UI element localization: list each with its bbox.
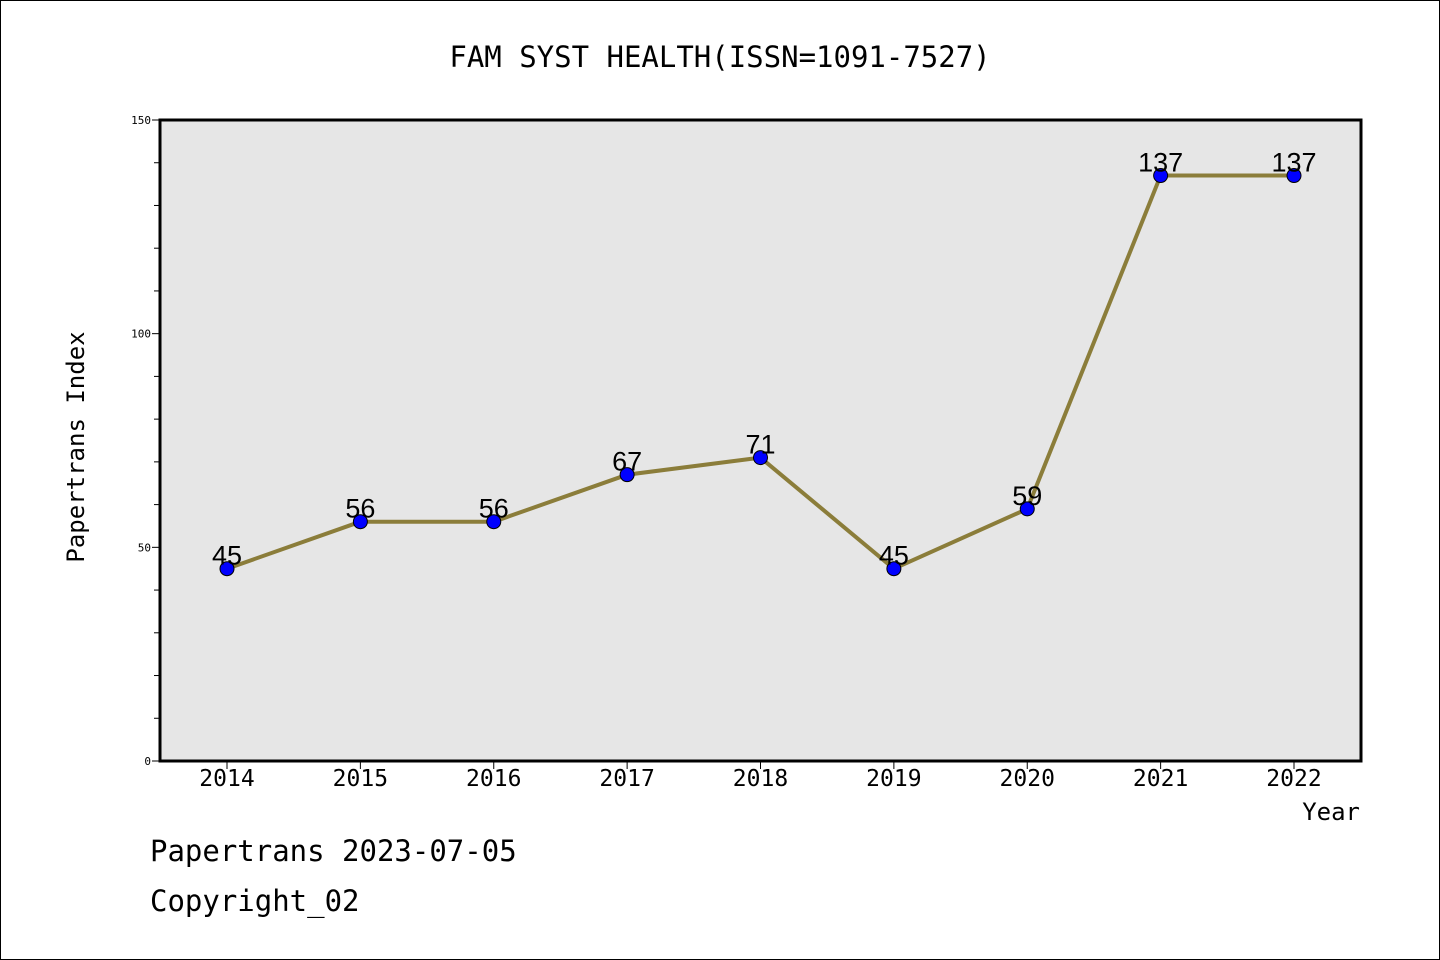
y-axis: 0 50 100 150 [131, 114, 160, 768]
x-tick-label: 2015 [333, 766, 388, 792]
y-tick-label: 150 [131, 114, 151, 127]
data-label: 45 [212, 541, 242, 571]
data-label: 137 [1138, 148, 1183, 178]
x-tick-label: 2018 [733, 766, 788, 792]
data-point [753, 450, 768, 466]
data-label: 137 [1271, 148, 1316, 178]
data-point [219, 561, 235, 577]
data-point [1019, 501, 1035, 517]
data-label: 56 [479, 494, 509, 524]
data-point [619, 467, 635, 483]
x-tick-label: 2016 [466, 766, 521, 792]
x-tick-label: 2022 [1266, 766, 1321, 792]
chart-title: FAM SYST HEALTH(ISSN=1091-7527) [449, 40, 990, 74]
y-tick-label: 100 [131, 328, 151, 341]
x-tick-label: 2020 [1000, 766, 1055, 792]
data-label: 67 [612, 447, 642, 477]
x-tick-label: 2019 [866, 766, 921, 792]
data-label: 71 [745, 430, 775, 460]
data-point [886, 561, 902, 577]
data-point [1286, 168, 1302, 184]
footer-copyright: Copyright_02 [150, 884, 360, 918]
x-axis: 2014 2015 2016 2017 2018 2019 2020 2021 2022 [199, 761, 1322, 792]
data-point [1153, 168, 1169, 184]
data-label: 59 [1012, 481, 1042, 511]
data-point [352, 514, 368, 530]
data-label: 56 [345, 494, 375, 524]
y-tick-label: 50 [138, 541, 151, 554]
x-tick-label: 2014 [199, 766, 254, 792]
data-point [486, 514, 502, 530]
footer-source-date: Papertrans 2023-07-05 [150, 834, 517, 868]
x-tick-label: 2021 [1133, 766, 1188, 792]
y-tick-label: 0 [144, 755, 151, 768]
y-axis-label: Papertrans Index [62, 331, 90, 562]
data-label: 45 [879, 541, 909, 571]
plot-area [158, 118, 1363, 763]
series-group: 45 56 56 67 71 45 59 137 137 [212, 148, 1317, 577]
x-tick-label: 2017 [599, 766, 654, 792]
x-axis-label: Year [1302, 798, 1360, 826]
